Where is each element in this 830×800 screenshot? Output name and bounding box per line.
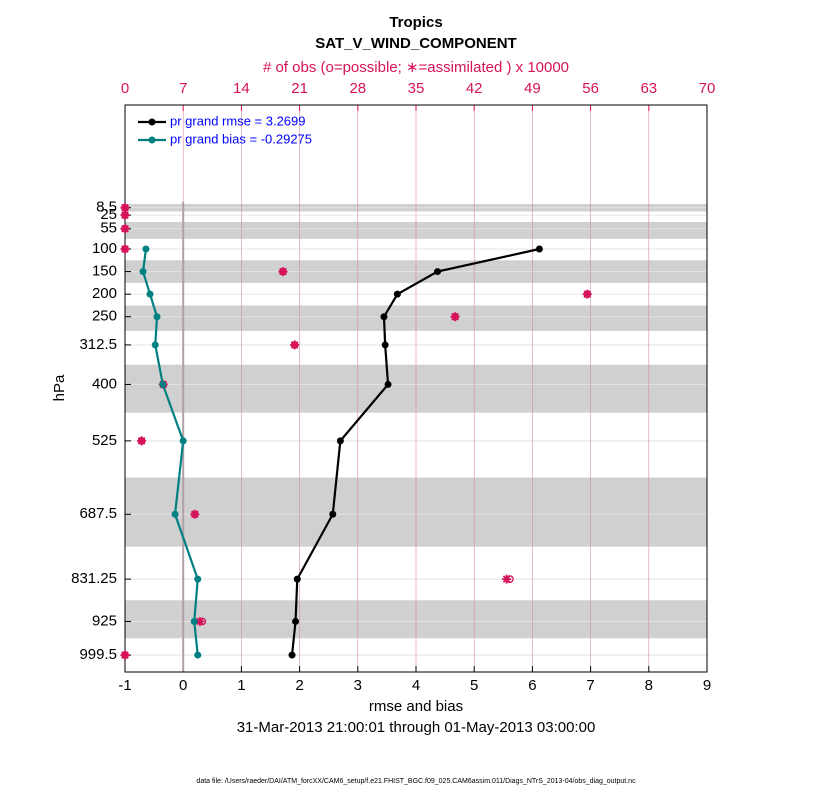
y-tick-label: 999.5 xyxy=(79,646,117,663)
series-point xyxy=(171,510,179,518)
legend-marker xyxy=(148,136,156,144)
series-point xyxy=(292,617,300,625)
legend-label: pr grand rmse = 3.2699 xyxy=(170,113,306,128)
top-tick-label: 0 xyxy=(121,80,129,97)
top-tick-label: 70 xyxy=(699,80,716,97)
top-tick-label: 35 xyxy=(408,80,425,97)
obs-assimilated xyxy=(278,267,288,277)
obs-assimilated xyxy=(582,289,592,299)
y-tick-label: 925 xyxy=(92,612,117,629)
series-point xyxy=(194,575,202,583)
date-range: 31-Mar-2013 21:00:01 through 01-May-2013… xyxy=(237,719,596,736)
y-tick-label: 831.25 xyxy=(71,570,117,587)
x-tick-label: 5 xyxy=(470,677,478,694)
obs-assimilated xyxy=(120,210,130,220)
top-tick-label: 21 xyxy=(291,80,308,97)
series-point xyxy=(381,341,389,349)
series-point xyxy=(179,437,187,445)
x-tick-label: 1 xyxy=(237,677,245,694)
top-tick-label: 56 xyxy=(582,80,599,97)
obs-assimilated xyxy=(120,224,130,234)
obs-assimilated xyxy=(450,312,460,322)
series-point xyxy=(336,437,344,445)
top-axis-label: # of obs (o=possible; ∗=assimilated ) x … xyxy=(263,59,569,76)
obs-assimilated xyxy=(120,650,130,660)
series-point xyxy=(380,313,388,321)
series-point xyxy=(384,380,392,388)
chart-subtitle: SAT_V_WIND_COMPONENT xyxy=(315,35,516,52)
y-tick-label: 8.5 xyxy=(96,199,117,216)
obs-assimilated xyxy=(290,340,300,350)
series-point xyxy=(393,290,401,298)
obs-assimilated xyxy=(502,574,512,584)
x-tick-label: 2 xyxy=(295,677,303,694)
footer: data file: /Users/raeder/DAI/ATM_forcXX/… xyxy=(196,778,636,785)
y-tick-label: 150 xyxy=(92,263,117,280)
series-point xyxy=(434,268,442,276)
series-point xyxy=(146,290,154,298)
series-point xyxy=(535,245,543,253)
top-tick-label: 7 xyxy=(179,80,187,97)
y-tick-label: 25 xyxy=(100,206,117,223)
obs-assimilated xyxy=(195,616,205,626)
series-point xyxy=(139,268,147,276)
y-tick-label: 250 xyxy=(92,308,117,325)
y-tick-label: 525 xyxy=(92,432,117,449)
chart-title: Tropics xyxy=(389,14,442,31)
y-tick-label: 312.5 xyxy=(79,336,117,353)
y-tick-label: 400 xyxy=(92,375,117,392)
x-tick-label: -1 xyxy=(118,677,131,694)
x-tick-label: 7 xyxy=(586,677,594,694)
series-point xyxy=(293,575,301,583)
top-tick-label: 28 xyxy=(349,80,366,97)
series-point xyxy=(190,617,198,625)
x-tick-label: 3 xyxy=(354,677,362,694)
series-point xyxy=(288,651,296,659)
x-tick-label: 0 xyxy=(179,677,187,694)
series-point xyxy=(329,510,337,518)
top-tick-label: 14 xyxy=(233,80,250,97)
y-tick-label: 687.5 xyxy=(79,505,117,522)
series-point xyxy=(142,245,150,253)
top-tick-label: 63 xyxy=(640,80,657,97)
x-tick-label: 4 xyxy=(412,677,420,694)
legend-label: pr grand bias = -0.29275 xyxy=(170,131,312,146)
y-tick-label: 55 xyxy=(100,220,117,237)
y-tick-label: 200 xyxy=(92,285,117,302)
series-point xyxy=(159,380,167,388)
x-axis-label: rmse and bias xyxy=(369,698,463,715)
y-axis-label: hPa xyxy=(51,374,68,401)
plot-frame xyxy=(124,104,708,673)
obs-assimilated xyxy=(120,244,130,254)
x-tick-label: 8 xyxy=(645,677,653,694)
series-point xyxy=(153,313,161,321)
series-point xyxy=(151,341,159,349)
x-tick-label: 6 xyxy=(528,677,536,694)
obs-assimilated xyxy=(120,203,130,213)
obs-assimilated xyxy=(137,436,147,446)
y-tick-label: 100 xyxy=(92,240,117,257)
x-tick-label: 9 xyxy=(703,677,711,694)
series-point xyxy=(194,651,202,659)
top-tick-label: 49 xyxy=(524,80,541,97)
legend-marker xyxy=(148,118,156,126)
obs-assimilated xyxy=(190,509,200,519)
top-tick-label: 42 xyxy=(466,80,483,97)
